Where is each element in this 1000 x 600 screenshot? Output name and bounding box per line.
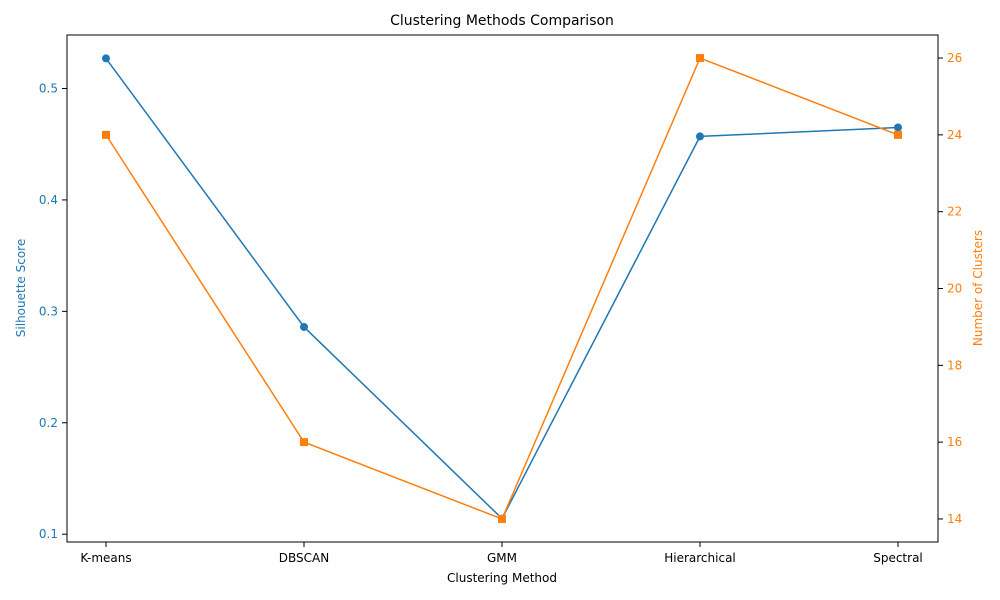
left-y-tick-label: 0.4 <box>39 193 58 207</box>
left-y-axis-label: Silhouette Score <box>14 239 28 337</box>
left-y-tick-label: 0.2 <box>39 416 58 430</box>
right-y-tick-label: 22 <box>947 205 962 219</box>
right-y-axis-label: Number of Clusters <box>971 230 985 346</box>
x-tick-label: Hierarchical <box>664 551 736 565</box>
series-line-right <box>105 57 899 520</box>
x-tick-label: DBSCAN <box>279 551 329 565</box>
series-line-left <box>105 57 899 520</box>
data-point-right <box>102 130 110 139</box>
plot-area <box>102 54 902 523</box>
data-point-left <box>102 54 110 63</box>
left-y-axis: 0.1 0.2 0.3 0.4 0.5 <box>39 81 67 541</box>
left-y-tick-label: 0.1 <box>39 527 58 541</box>
x-tick-label: GMM <box>487 551 517 565</box>
right-y-tick-label: 26 <box>947 51 962 65</box>
right-y-tick-label: 14 <box>947 512 962 526</box>
x-axis: K-means DBSCAN GMM Hierarchical Spectral <box>80 542 923 565</box>
data-point-left <box>696 132 704 141</box>
chart-title: Clustering Methods Comparison <box>390 13 614 29</box>
data-point-left <box>300 322 308 331</box>
x-tick-label: K-means <box>80 551 131 565</box>
right-y-tick-label: 18 <box>947 358 962 372</box>
left-y-tick-label: 0.3 <box>39 304 58 318</box>
right-y-tick-label: 16 <box>947 435 962 449</box>
right-y-tick-label: 20 <box>947 282 962 296</box>
data-point-left <box>894 123 902 132</box>
data-point-right <box>696 54 704 63</box>
data-point-right <box>894 130 902 139</box>
left-y-tick-label: 0.5 <box>39 81 58 95</box>
plot-frame <box>66 34 939 543</box>
data-point-right <box>498 514 506 523</box>
x-axis-label: Clustering Method <box>447 571 557 585</box>
right-y-axis: 14 16 18 20 22 24 26 <box>938 51 962 526</box>
data-point-right <box>300 438 308 447</box>
x-tick-label: Spectral <box>873 551 923 565</box>
right-y-tick-label: 24 <box>947 128 962 142</box>
